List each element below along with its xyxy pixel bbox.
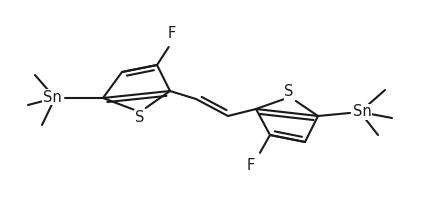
Text: S: S: [135, 110, 145, 125]
Text: F: F: [168, 26, 176, 41]
Text: Sn: Sn: [353, 104, 372, 120]
Text: S: S: [284, 84, 294, 100]
Text: F: F: [247, 158, 255, 173]
Text: Sn: Sn: [43, 89, 61, 104]
